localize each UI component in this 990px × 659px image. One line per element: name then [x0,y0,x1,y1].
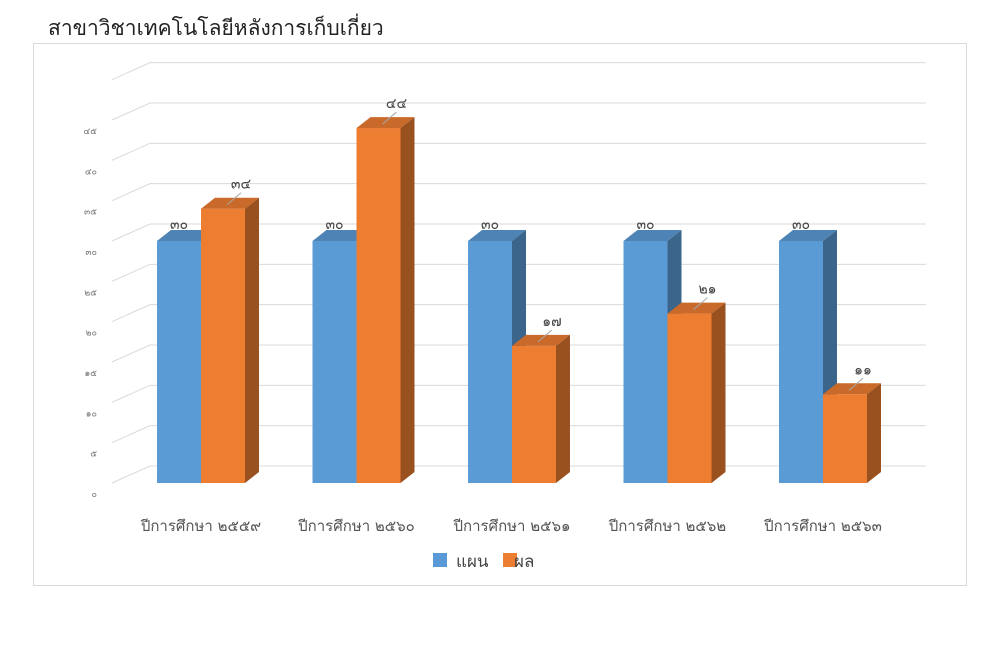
bar-plan-front [779,241,823,483]
bar-result-top [201,197,259,209]
bar-plan-top [468,230,526,241]
data-label: ๓๐ [792,217,810,233]
legend-label: แผน [456,552,489,572]
y-tick-label: ๔๕ [83,127,97,137]
bar-result-side [400,117,415,484]
legend-swatch [503,553,517,567]
gridline [111,102,926,121]
bar-result-front [356,128,401,484]
bar-result-top [823,383,881,395]
bar-result-top [512,334,570,346]
bar-result-front [667,313,712,483]
x-tick-label: ปีการศึกษา ๒๕๕๙ [140,517,261,535]
bar-plan-top [623,230,682,241]
data-label: ๑๗ [542,314,561,330]
y-tick-label: ๔๐ [85,167,97,177]
bar-result-front [512,345,556,483]
bars [157,117,881,484]
bar-result-top [356,117,415,129]
x-tick-label: ปีการศึกษา ๒๕๖๑ [453,517,571,535]
x-tick-label: ปีการศึกษา ๒๕๖๐ [297,517,415,535]
data-label: ๓๐ [636,217,654,233]
gridline [111,62,926,81]
page-title: สาขาวิชาเทคโนโลยีหลังการเก็บเกี่ยว [48,16,384,40]
y-tick-label: ๒๕ [84,288,97,298]
data-label: ๓๐ [481,217,499,233]
y-tick-label: ๒๐ [86,329,97,339]
bar-result-side [711,302,726,483]
bar-plan-front [623,241,668,483]
bar-result-side [556,334,570,483]
x-tick-label: ปีการศึกษา ๒๕๖๒ [608,517,726,535]
bar-result-side [867,383,881,483]
legend-swatch [433,553,447,567]
data-label: ๓๐ [325,217,343,233]
bar-result-top [667,302,726,314]
data-label-leader [693,297,708,310]
gridline [111,223,926,242]
bar-plan-top [312,230,371,241]
legend-label: ผล [514,552,534,572]
bar-plan-top [157,230,215,241]
y-tick-label: ๑๐ [86,409,97,419]
legend: แผน ผล [433,552,534,572]
gridline [111,183,926,202]
gridline [111,142,926,161]
data-label: ๓๔ [231,177,251,193]
y-tick-label: ๓๐ [85,248,97,258]
data-label-leader [382,111,397,125]
y-tick-label: ๓๕ [84,208,97,218]
data-label: ๔๔ [386,96,407,112]
bar-result-front [201,208,245,483]
bar-result-side [245,197,259,483]
bar-plan-front [157,241,201,483]
data-label-leader [848,377,864,391]
data-label: ๑๑ [854,362,872,378]
y-tick-label: ๐ [92,490,98,500]
data-label: ๓๐ [170,217,188,233]
y-tick-label: ๑๕ [84,369,97,379]
x-axis-ticks: ปีการศึกษา ๒๕๕๙ ปีการศึกษา ๒๕๖๐ ปีการศึกษา… [140,517,882,535]
y-axis-ticks: ๐ ๕ ๑๐ ๑๕ ๒๐ ๒๕ ๓๐ ๓๕ ๔๐ ๔๕ [83,127,97,500]
bar-plan-front [312,241,357,483]
bar-plan-top [779,230,837,241]
data-label-leader [226,192,242,206]
bar-plan-front [468,241,512,483]
data-label-leader [537,329,553,343]
bar-result-front [823,394,867,483]
x-tick-label: ปีการศึกษา ๒๕๖๓ [763,517,882,535]
data-label: ๒๑ [698,282,716,298]
y-tick-label: ๕ [90,450,97,460]
